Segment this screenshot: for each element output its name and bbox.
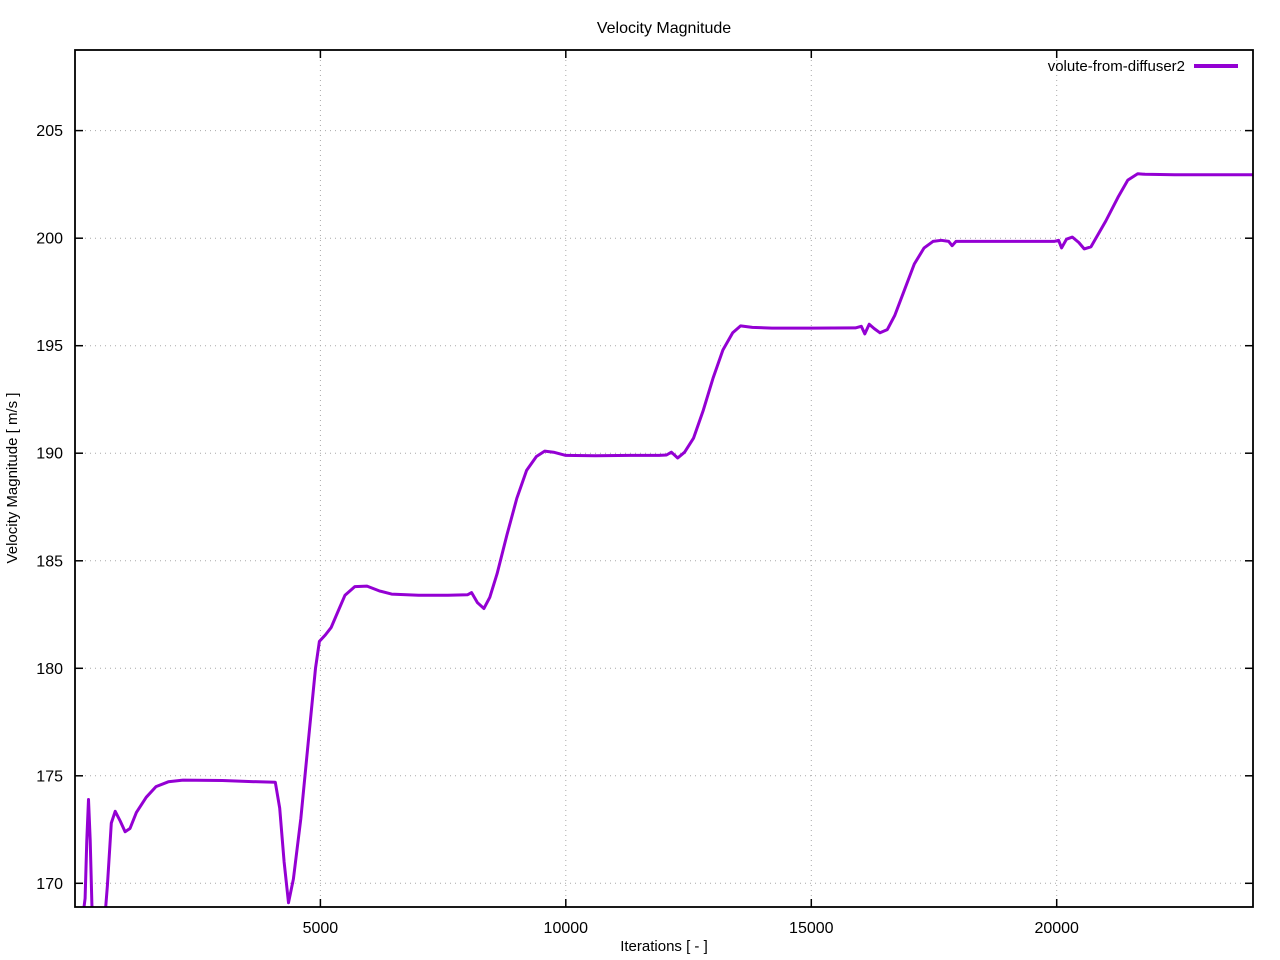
- y-axis-label: Velocity Magnitude [ m/s ]: [4, 393, 21, 564]
- legend: volute-from-diffuser2: [1048, 58, 1238, 75]
- tick-labels: 5000 10000 15000 20000 170 175 180 185 190 195 200…: [36, 123, 1079, 937]
- x-tick-label: 15000: [789, 920, 834, 937]
- data-series: [82, 172, 1253, 907]
- plot-border: [74, 49, 1254, 908]
- y-tick-label: 170: [36, 876, 63, 893]
- y-tick-label: 185: [36, 553, 63, 570]
- x-tick-label: 20000: [1034, 920, 1079, 937]
- grid-lines: [75, 50, 1253, 907]
- y-tick-label: 195: [36, 338, 63, 355]
- series-path: [82, 172, 1253, 907]
- y-tick-label: 205: [36, 123, 63, 140]
- x-tick-label: 5000: [303, 920, 339, 937]
- chart-title: Velocity Magnitude: [597, 20, 731, 37]
- legend-label: volute-from-diffuser2: [1048, 58, 1185, 75]
- x-tick-label: 10000: [544, 920, 589, 937]
- y-tick-label: 190: [36, 446, 63, 463]
- y-tick-label: 175: [36, 768, 63, 785]
- axis-ticks: [75, 50, 1253, 907]
- y-tick-label: 200: [36, 231, 63, 248]
- y-tick-label: 180: [36, 661, 63, 678]
- x-axis-label: Iterations [ - ]: [620, 938, 708, 955]
